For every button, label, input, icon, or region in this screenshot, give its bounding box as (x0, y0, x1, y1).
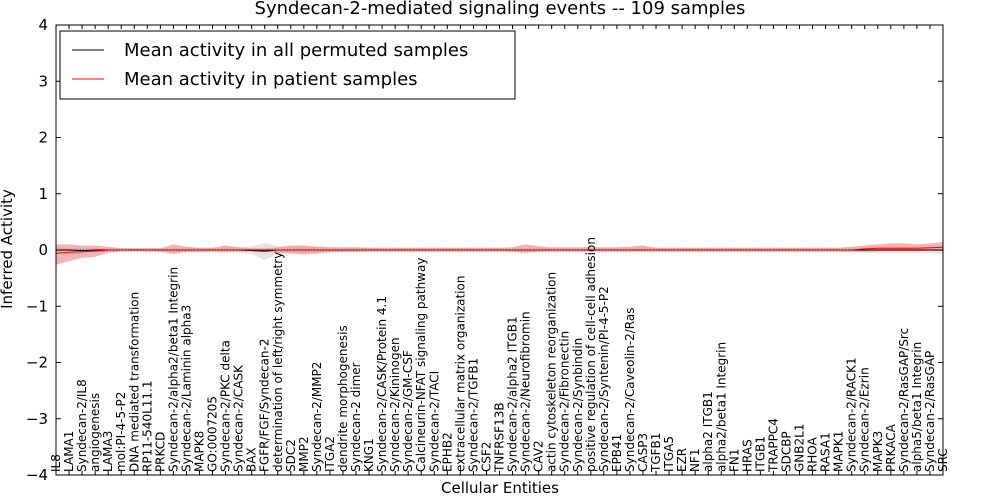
x-tick-label: CAV2 (532, 440, 546, 472)
x-tick-label: SDC2 (284, 439, 298, 472)
x-tick-label: actin cytoskeleton reorganization (545, 272, 559, 472)
band-patient (56, 242, 943, 265)
x-tick-label: DNA mediated transformation (127, 292, 141, 472)
x-tick-label: Syndecan-2 dimer (349, 362, 363, 472)
x-tick-label: Syndecan-2/Syntenin/PI-4-5-P2 (597, 286, 611, 472)
x-tick-label: BAX (245, 447, 259, 472)
legend-label-patient: Mean activity in patient samples (124, 69, 418, 90)
x-tick-label: EPHB2 (440, 432, 454, 472)
x-tick-label: EPB41 (610, 434, 624, 472)
y-tick-label: 1 (38, 185, 48, 203)
x-tick-label: SDCBP (780, 431, 794, 472)
x-tick-label: Syndecan-2/Laminin alpha3 (179, 305, 193, 472)
legend-box (59, 30, 516, 100)
x-tick-label: alpha5/beta1 Integrin (910, 342, 924, 472)
x-tick-label: LAMA3 (101, 431, 115, 472)
x-tick-label: ITGA5 (662, 436, 676, 472)
x-tick-label: Syndecan-2/Caveolin-2/Ras (623, 308, 637, 472)
confidence-bands (56, 242, 943, 265)
x-tick-label: LAMA1 (62, 431, 76, 472)
x-axis-label: Cellular Entities (441, 479, 559, 497)
x-tick-label: Syndecan-2/Neurofibromin (519, 311, 533, 472)
x-tick-label: determination of left/right symmetry (271, 252, 285, 472)
x-tick-label: TGFB1 (649, 433, 663, 473)
x-tick-label: PRKCD (153, 432, 167, 472)
x-tick-labels: IL8 LAMA1 Syndecan-2/IL8 angiogenesis LAMA3 m… (49, 25, 950, 475)
x-tick-label: Syndecan-2/Ezrin (858, 367, 872, 472)
x-tick-label: Syndecan-2/GM-CSF (401, 350, 415, 472)
chart-title: Syndecan-2-mediated signaling events -- … (255, 0, 746, 19)
y-axis-label: Inferred Activity (0, 189, 16, 309)
x-tick-label: Syndecan-2/CASK (232, 364, 246, 472)
x-tick-label: dendrite morphogenesis (336, 325, 350, 472)
x-tick-label: Syndecan-2/Kininogen (388, 337, 402, 472)
x-tick-label: positive regulation of cell-cell adhesio… (584, 237, 598, 472)
x-tick-label: FGFR/FGF/Syndecan-2 (258, 339, 272, 472)
x-tick-label: MMP2 (297, 436, 311, 472)
x-tick-label: Syndecan-2/TGFB1 (466, 358, 480, 472)
x-tick-label: CASP3 (636, 433, 650, 472)
x-tick-label: KNG1 (362, 438, 376, 472)
x-tick-label: NF1 (688, 449, 702, 473)
x-tick-label: RHOA (806, 436, 820, 472)
x-tick-label: GNB2L1 (793, 424, 807, 472)
y-tick-label: −4 (26, 466, 48, 484)
x-tick-label: Syndecan-2/alpha2 ITGB1 (506, 316, 520, 472)
x-tick-label: Syndecan-2/IL8 (75, 379, 89, 472)
x-tick-label: MAPK3 (871, 431, 885, 472)
x-tick-label: Syndecan-2/RasGAP/Src (897, 328, 911, 472)
y-tick-label: −3 (26, 410, 48, 428)
x-tick-label: Syndecan-2/RACK1 (845, 357, 859, 472)
x-tick-label: TNFRSF13B (493, 402, 507, 473)
x-tick-label: angiogenesis (88, 393, 102, 472)
x-tick-label: Syndecan-2/MMP2 (310, 362, 324, 472)
y-tick-label: −2 (26, 354, 48, 372)
x-tick-label: extracellular matrix organization (453, 276, 467, 473)
legend: Mean activity in all permuted samples Me… (59, 30, 516, 100)
x-tick-label: Calcineurin-NFAT signaling pathway (414, 258, 428, 472)
legend-label-permuted: Mean activity in all permuted samples (124, 40, 468, 61)
x-tick-label: MAPK1 (832, 431, 846, 472)
y-tick-label: 3 (38, 72, 48, 90)
x-tick-label: mol:PI-4-5-P2 (114, 392, 128, 472)
x-tick-label: MAPK8 (193, 431, 207, 472)
x-tick-label: RP11-540L11.1 (140, 381, 154, 472)
x-tick-label: ITGA2 (323, 436, 337, 472)
y-tick-label: 4 (38, 16, 48, 34)
x-tick-label: Syndecan-2/Fibronectin (558, 331, 572, 472)
y-tick-label: 2 (38, 129, 48, 147)
x-tick-label: PRKACA (884, 423, 898, 472)
x-tick-label: Syndecan-2/TACI (427, 371, 441, 472)
y-ticks: −4 −3 −2 −1 0 1 2 3 4 (26, 16, 943, 484)
x-tick-label: Syndecan-2/CASK/Protein 4.1 (375, 296, 389, 472)
x-tick-label: CSF2 (480, 441, 494, 472)
x-tick-label: Syndecan-2/alpha2/beta1 Integrin (166, 267, 180, 472)
x-tick-label: EZR (675, 448, 689, 472)
x-tick-label: Syndecan-2/PKC delta (219, 340, 233, 472)
x-tick-label: ITGB1 (753, 436, 767, 472)
x-tick-label: alpha2 ITGB1 (701, 391, 715, 472)
plot-frame (55, 24, 944, 476)
x-tick-label: TRAPPC4 (766, 418, 780, 473)
x-tick-label: HRAS (740, 439, 754, 472)
x-tick-label: alpha2/beta1 Integrin (714, 342, 728, 472)
series-lines (55, 246, 944, 254)
x-tick-label: FN1 (727, 448, 741, 472)
x-tick-label: RASA1 (819, 432, 833, 472)
x-tick-label: Syndecan-2/Synbindin (571, 338, 585, 472)
y-tick-label: −1 (26, 297, 48, 315)
band-permuted (56, 243, 943, 261)
x-tick-label: Syndecan-2/RasGAP (923, 351, 937, 472)
x-tick-label: GO:0007205 (206, 396, 220, 472)
y-tick-label: 0 (38, 241, 48, 259)
